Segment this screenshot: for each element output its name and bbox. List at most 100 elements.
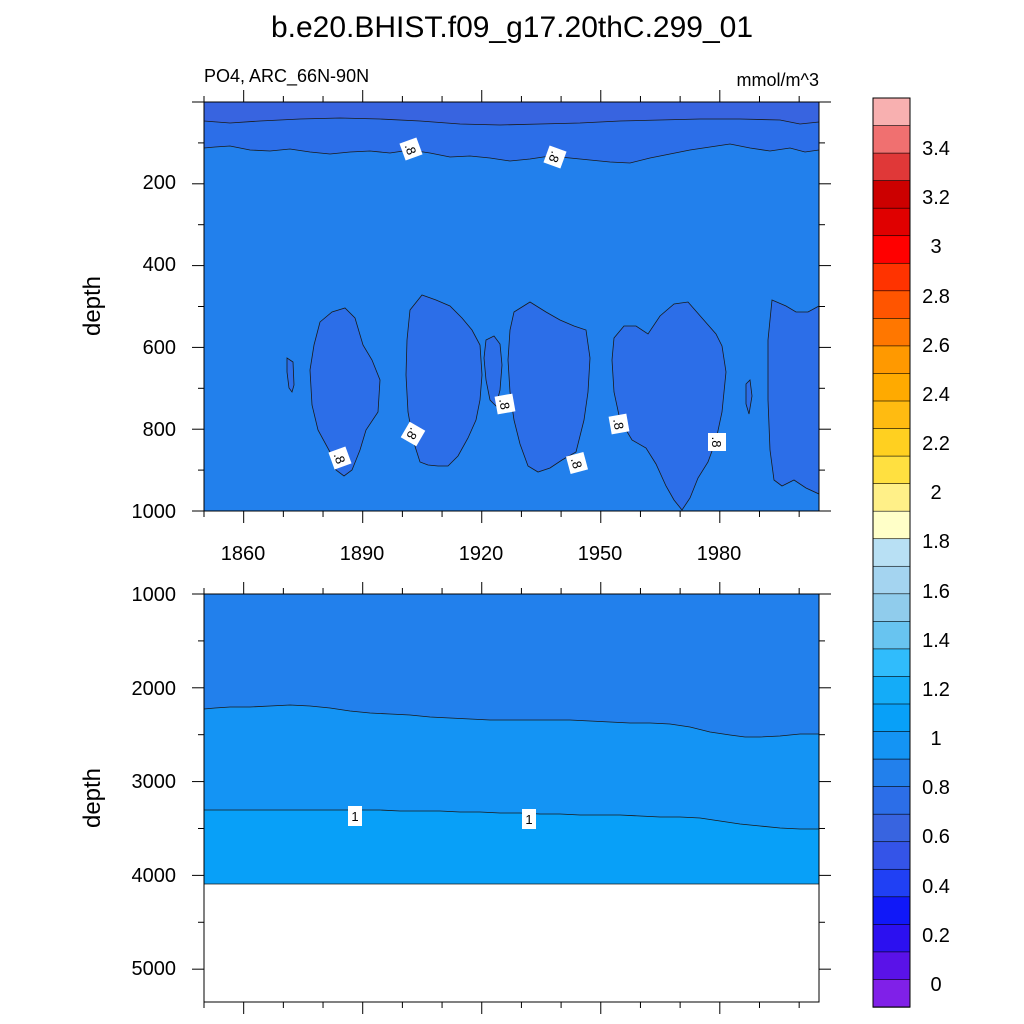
colorbar-label: 3.2 [922,187,950,209]
colorbar-swatch [872,924,911,953]
y-tick-label: 5000 [132,958,177,980]
contour-label-text: .8 [568,456,585,470]
lower-contour-labels: 1 1 [348,806,536,829]
contour-label-box [400,421,426,447]
y-tick-label: 1000 [132,584,177,606]
low-region-1871 [286,357,295,393]
contour-label-text: .8 [496,397,513,410]
contour-label: .8 [399,137,423,161]
y-tick-label: 4000 [132,865,177,887]
lower-plot-frame [203,593,820,1003]
upper-plot-area [204,102,819,511]
low-region-1877 [309,307,381,477]
colorbar-label: 2.8 [922,286,950,308]
y-tick-label: 1000 [132,501,177,523]
colorbar-swatch [872,345,911,375]
contour-label: .8 [565,451,589,475]
y-tick-label: 200 [143,172,176,194]
colorbar-swatch [872,703,911,733]
y-tick-label: 2000 [132,678,177,700]
colorbar-swatch [872,648,911,678]
colorbar-label: 1 [930,728,941,750]
x-tick-label: 1860 [221,543,266,565]
y-tick-label: 800 [143,419,176,441]
colorbar-swatch [872,428,911,457]
colorbar-label: 2.2 [922,433,950,455]
contour-label: .8 [400,421,426,447]
colorbar-swatch [872,538,911,567]
colorbar-swatch [872,125,911,154]
contour-label-text: .8 [546,149,564,164]
contour-label-text: .8 [331,451,349,466]
contour-label-box [565,451,589,475]
contour-label-box [328,446,352,470]
colorbar-label: 0.8 [922,777,950,799]
colorbar-label: 0.2 [922,925,950,947]
contour-label-box [494,393,516,415]
colorbar-swatch [872,400,911,430]
upper-background-fill [204,102,819,511]
colorbar-swatch [872,758,911,788]
colorbar-label: 3.4 [922,138,950,160]
variable-subtitle: PO4, ARC_66N-90N [204,66,369,87]
contour-label-text: .8 [610,417,627,430]
upper-axis-ticks [192,90,831,523]
upper-contour-labels: .8 .8 .8 .8 .8 .8 [328,137,726,475]
colorbar-label: 1.2 [922,679,950,701]
lower-axis-ticks [192,582,831,1014]
colorbar-swatch [872,510,911,540]
contour-label-box [348,806,362,826]
colorbar-label: 3 [930,236,941,258]
colorbar-label: 1.4 [922,630,950,652]
units-label: mmol/m^3 [737,70,819,90]
colorbar-label: 1.8 [922,531,950,553]
contour-label-text: .8 [709,437,724,448]
lower-band-0.8 [204,594,819,737]
upper-contour-line-0.8-surface [204,143,819,164]
lower-plot-area [204,594,819,1002]
colorbar-swatch [872,483,911,512]
upper-panel: 1860 1890 1920 1950 1980 200 400 600 800… [79,90,831,565]
contour-label: .8 [494,393,516,415]
colorbar-swatch [872,235,911,264]
lower-contour-line-1.0 [204,809,819,830]
upper-deep-low-regions [286,294,819,511]
colorbar-swatch [872,621,911,650]
upper-surface-band-0.7 [204,118,819,163]
colorbar-label: 2.4 [922,384,950,406]
colorbar-swatch [872,290,911,320]
colorbar-swatch [872,262,911,292]
colorbar-swatch [872,373,911,402]
contour-label-box [608,413,630,435]
y-tick-label: 400 [143,254,176,276]
chart-title: b.e20.BHIST.f09_g17.20thC.299_01 [271,11,753,44]
colorbar-labels: 3.4 3.2 3 2.8 2.6 2.4 2.2 2 1.8 1.6 1.4 … [922,138,950,996]
colorbar-label: 2.6 [922,335,950,357]
contour-label: .8 [608,413,630,435]
colorbar-label: 0.4 [922,876,950,898]
contour-label: 1 [522,809,536,829]
colorbar-swatch [872,731,911,760]
colorbar-swatch [872,841,911,870]
contour-label-box [399,137,423,161]
y-tick-label: 600 [143,337,176,359]
colorbar-swatch [872,97,911,127]
colorbar-swatch [872,593,911,623]
colorbar-label: 0.6 [922,826,950,848]
contour-label-box [522,809,536,829]
upper-surface-band-0.6 [204,102,819,125]
colorbar-swatches [872,97,911,1008]
colorbar-swatch [872,152,911,182]
x-tick-label: 1920 [459,543,504,565]
contour-label-box [543,145,567,169]
low-region-1902 [405,294,483,467]
x-tick-label: 1980 [697,543,742,565]
contour-label: 1 [348,806,362,826]
colorbar-swatch [872,207,911,237]
colorbar-swatch [872,951,911,981]
low-region-1986 [745,379,753,415]
upper-contour-line-0.6 [204,117,819,126]
y-tick-label: 3000 [132,771,177,793]
colorbar-swatch [872,318,911,347]
